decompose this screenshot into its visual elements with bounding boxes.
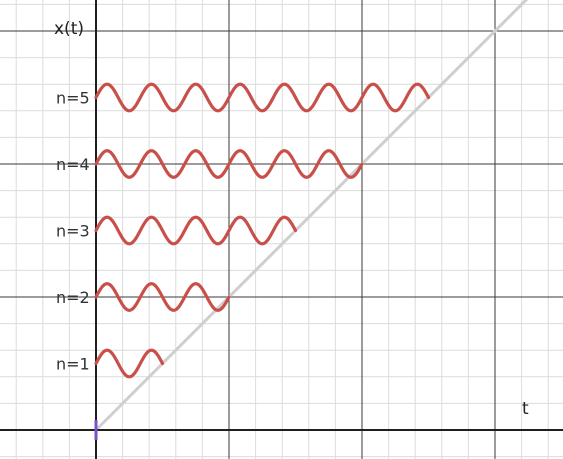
level-label-n3: n=3 <box>56 222 90 241</box>
level-label-n2: n=2 <box>56 288 90 307</box>
time-diagonal-line <box>94 0 529 432</box>
wave-n3 <box>94 215 298 246</box>
wave-n5 <box>94 82 431 113</box>
level-labels: n=1 n=2 n=3 n=4 n=5 <box>56 89 90 374</box>
y-axis-label: x(t) <box>54 19 84 39</box>
x-axis-label: t <box>522 399 529 419</box>
wave-n2 <box>94 282 231 312</box>
level-label-n1: n=1 <box>56 355 90 374</box>
level-label-n4: n=4 <box>56 155 90 174</box>
wave-n1 <box>94 348 165 379</box>
level-label-n5: n=5 <box>56 89 90 108</box>
wave-curves <box>94 82 431 379</box>
wave-n4 <box>94 149 364 179</box>
